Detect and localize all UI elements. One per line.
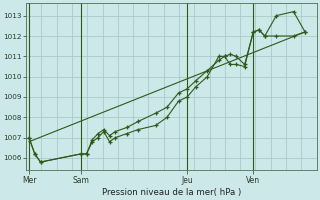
X-axis label: Pression niveau de la mer( hPa ): Pression niveau de la mer( hPa ) xyxy=(102,188,241,197)
